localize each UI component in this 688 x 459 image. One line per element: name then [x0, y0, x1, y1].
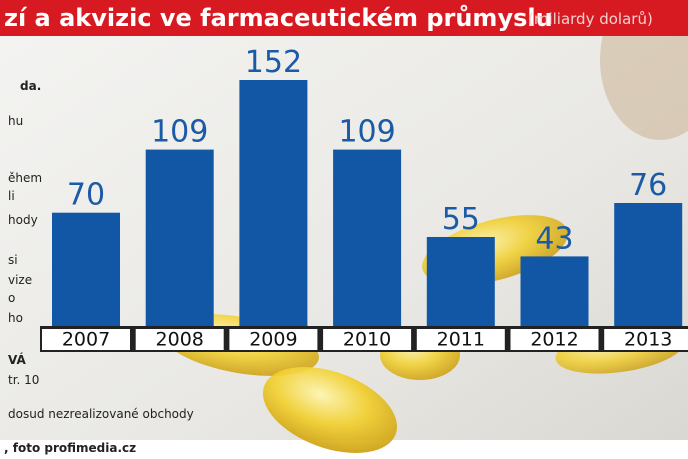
chart-title: zí a akvizic ve farmaceutickém průmyslu [4, 4, 553, 32]
value-label: 43 [535, 221, 573, 256]
side-text: ho [8, 311, 23, 325]
side-text: o [8, 291, 15, 305]
category-box [42, 329, 130, 350]
bar [614, 203, 683, 326]
side-text: si [8, 253, 18, 267]
category-box [229, 329, 318, 350]
side-text: ěhem [8, 171, 42, 185]
bar [520, 256, 589, 326]
bar [239, 80, 308, 326]
side-text: VÁ [8, 352, 26, 367]
side-text: da. [20, 79, 41, 93]
x-tick-label: 2007 [62, 329, 110, 351]
bar [333, 149, 402, 326]
value-label: 152 [245, 45, 302, 80]
category-box [135, 329, 224, 350]
chart-subtitle: (miliardy dolarů) [528, 10, 653, 28]
side-text: , foto profimedia.cz [4, 441, 136, 455]
category-box [510, 329, 599, 350]
value-label: 76 [629, 168, 667, 203]
x-tick-label: 2009 [249, 329, 297, 351]
category-box [416, 329, 505, 350]
x-tick-label: 2010 [343, 329, 391, 351]
category-box [323, 329, 412, 350]
value-label: 55 [442, 202, 480, 237]
side-text: dosud nezrealizované obchody [8, 407, 194, 421]
x-tick-label: 2012 [530, 329, 578, 351]
value-label: 109 [151, 115, 208, 150]
category-box [604, 329, 688, 350]
side-text: vize [8, 273, 32, 287]
side-text: tr. 10 [8, 373, 39, 387]
value-label: 70 [67, 178, 105, 213]
x-tick-label: 2011 [437, 329, 485, 351]
bar [145, 149, 214, 326]
side-text: hody [8, 213, 38, 227]
value-label: 109 [338, 115, 395, 150]
bar [426, 236, 495, 326]
side-text: li [8, 189, 15, 203]
bar [52, 212, 120, 326]
x-tick-label: 2008 [156, 329, 204, 351]
side-text: hu [8, 114, 23, 128]
photo-decor [262, 367, 398, 453]
title-band [0, 0, 688, 36]
x-tick-label: 2013 [624, 329, 672, 351]
